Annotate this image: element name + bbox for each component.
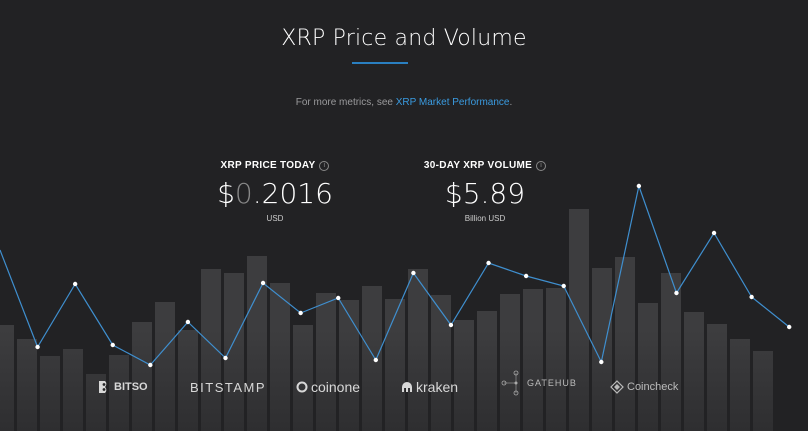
- gatehub-logo[interactable]: GATEHUB: [500, 370, 577, 396]
- bottom-fade: [0, 330, 808, 431]
- bitso-text: BITSO: [114, 381, 148, 393]
- info-icon[interactable]: i: [536, 161, 547, 171]
- bitso-logo[interactable]: BITSO: [97, 377, 148, 397]
- coinone-logo[interactable]: coinone: [296, 377, 360, 397]
- subtitle-suffix: .: [509, 97, 513, 108]
- price-point: [448, 322, 454, 328]
- kraken-logo[interactable]: kraken: [401, 377, 458, 397]
- coinone-text: coinone: [311, 379, 361, 395]
- coincheck-logo[interactable]: Coincheck: [610, 377, 678, 397]
- bitstamp-logo[interactable]: BITSTAMP: [190, 377, 266, 397]
- volume-bars: [0, 209, 808, 431]
- price-label-text: XRP PRICE TODAY: [220, 160, 316, 171]
- price-point: [336, 295, 341, 301]
- price-point: [599, 359, 604, 365]
- price-point: [711, 230, 717, 236]
- gatehub-icon: [501, 370, 519, 396]
- price-point: [35, 344, 40, 350]
- volume-label-text: 30-DAY XRP VOLUME: [423, 160, 533, 171]
- exchange-logos: BITSO BITSTAMP coinone kraken GATEHUB Co…: [0, 370, 808, 399]
- price-value-dim: 0: [234, 177, 253, 210]
- bitso-icon: [99, 381, 107, 393]
- coinone-icon: [296, 381, 308, 393]
- price-point: [523, 273, 529, 279]
- volume-stat: 30-DAY XRP VOLUME i $5.89 Billion USD: [385, 160, 585, 223]
- price-point: [148, 362, 153, 368]
- price-point: [110, 342, 115, 348]
- price-point: [636, 183, 642, 189]
- volume-value: $5.89: [444, 177, 526, 210]
- price-stat: XRP PRICE TODAY i $0.2016 USD: [175, 160, 375, 223]
- title-underline: [352, 62, 408, 64]
- price-point: [486, 260, 491, 266]
- price-point: [411, 270, 416, 276]
- bitstamp-text: BITSTAMP: [190, 379, 267, 395]
- price-point: [260, 280, 266, 286]
- info-icon[interactable]: i: [319, 161, 330, 171]
- page-title: XRP Price and Volume: [281, 26, 527, 51]
- volume-unit: Billion USD: [464, 214, 506, 223]
- price-currency: $: [217, 177, 235, 210]
- price-point: [298, 310, 303, 316]
- coincheck-text: Coincheck: [627, 381, 679, 393]
- market-performance-link[interactable]: XRP Market Performance: [395, 97, 510, 108]
- price-value: $0.2016: [175, 177, 375, 210]
- price-unit: USD: [266, 214, 284, 223]
- coincheck-icon: [610, 380, 624, 394]
- price-point: [787, 324, 792, 330]
- price-point: [749, 294, 754, 300]
- price-point: [674, 290, 679, 296]
- price-label: XRP PRICE TODAY i: [175, 160, 375, 171]
- kraken-icon: [402, 382, 412, 392]
- price-value-main: .2016: [252, 177, 333, 210]
- price-line: [0, 183, 790, 366]
- kraken-text: kraken: [416, 379, 459, 395]
- price-points: [35, 183, 792, 368]
- price-point: [185, 319, 191, 325]
- volume-label: 30-DAY XRP VOLUME i: [385, 160, 585, 171]
- gatehub-text: GATEHUB: [527, 378, 577, 388]
- subtitle: For more metrics, see XRP Market Perform…: [0, 97, 808, 108]
- price-point: [72, 281, 78, 287]
- price-point: [561, 283, 566, 289]
- subtitle-prefix: For more metrics, see: [295, 97, 396, 108]
- price-point: [373, 357, 379, 363]
- price-point: [223, 355, 228, 361]
